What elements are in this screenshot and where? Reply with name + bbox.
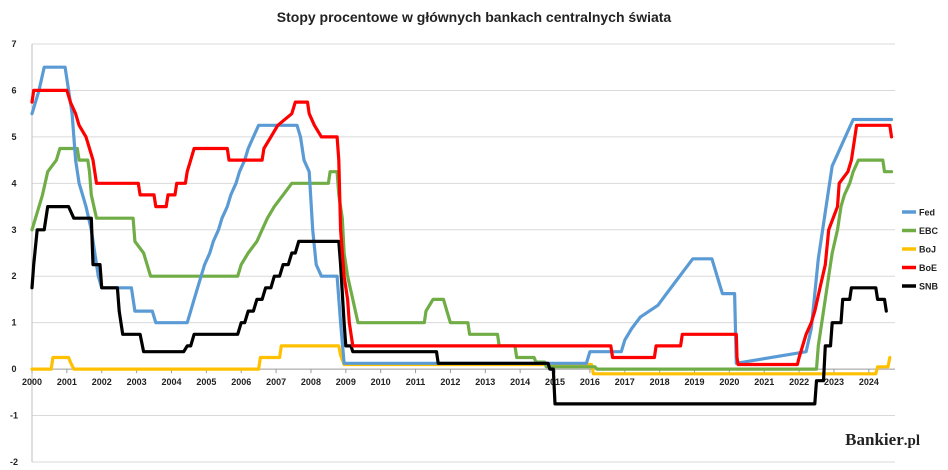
- x-tick-label: 2020: [719, 377, 739, 387]
- brand-name: Bankier.pl: [845, 430, 920, 449]
- legend-label-fed: Fed: [919, 208, 935, 218]
- series-line-snb: [30, 205, 888, 406]
- y-tick-label: -1: [10, 411, 18, 421]
- series-line-boj: [30, 344, 892, 376]
- y-tick-label: 3: [11, 225, 16, 235]
- y-tick-label: 5: [11, 132, 16, 142]
- y-tick-label: 0: [11, 364, 16, 374]
- x-axis-ticks: 2000 2001 2002 2003 2004 2005 2006 2007 2008 2009…: [22, 369, 879, 387]
- x-tick-label: 2007: [266, 377, 286, 387]
- x-tick-label: 2002: [92, 377, 112, 387]
- x-tick-label: 2009: [336, 377, 356, 387]
- x-tick-label: 2003: [127, 377, 147, 387]
- y-tick-label: 2: [11, 271, 16, 281]
- series-lines: [30, 65, 894, 406]
- series-line-boe: [30, 88, 894, 367]
- y-axis-ticks: -2 -1 0 1 2 3 4 5 6 7: [10, 39, 18, 467]
- x-tick-label: 2023: [824, 377, 844, 387]
- y-tick-label: 7: [11, 39, 16, 49]
- x-tick-label: 2008: [301, 377, 321, 387]
- x-tick-label: 2024: [859, 377, 879, 387]
- chart-title: Stopy procentowe w głównych bankach cent…: [277, 9, 672, 25]
- x-tick-label: 2004: [161, 377, 181, 387]
- y-tick-label: 1: [11, 318, 16, 328]
- x-tick-label: 2017: [615, 377, 635, 387]
- x-tick-label: 2010: [371, 377, 391, 387]
- x-tick-label: 2000: [22, 377, 42, 387]
- legend-label-ebc: EBC: [919, 226, 939, 236]
- x-tick-label: 2001: [57, 377, 77, 387]
- x-tick-label: 2022: [789, 377, 809, 387]
- series-line-ebc: [30, 146, 894, 371]
- x-tick-label: 2021: [754, 377, 774, 387]
- x-tick-label: 2013: [475, 377, 495, 387]
- y-tick-label: -2: [10, 457, 18, 467]
- x-tick-label: 2012: [440, 377, 460, 387]
- y-tick-label: 6: [11, 85, 16, 95]
- legend-label-boj: BoJ: [919, 245, 936, 255]
- x-tick-label: 2016: [580, 377, 600, 387]
- x-tick-label: 2018: [650, 377, 670, 387]
- x-tick-label: 2011: [406, 377, 426, 387]
- x-tick-label: 2019: [684, 377, 704, 387]
- legend-label-snb: SNB: [919, 282, 939, 292]
- x-tick-label: 2006: [231, 377, 251, 387]
- grid-lines: [31, 43, 895, 463]
- legend: Fed EBC BoJ BoE SNB: [902, 208, 939, 292]
- y-tick-label: 4: [11, 178, 16, 188]
- series-line-fed: [30, 65, 894, 365]
- legend-label-boe: BoE: [919, 263, 937, 273]
- x-tick-label: 2005: [196, 377, 216, 387]
- x-tick-label: 2014: [510, 377, 530, 387]
- brand-logo: Bankier.pl: [845, 430, 920, 449]
